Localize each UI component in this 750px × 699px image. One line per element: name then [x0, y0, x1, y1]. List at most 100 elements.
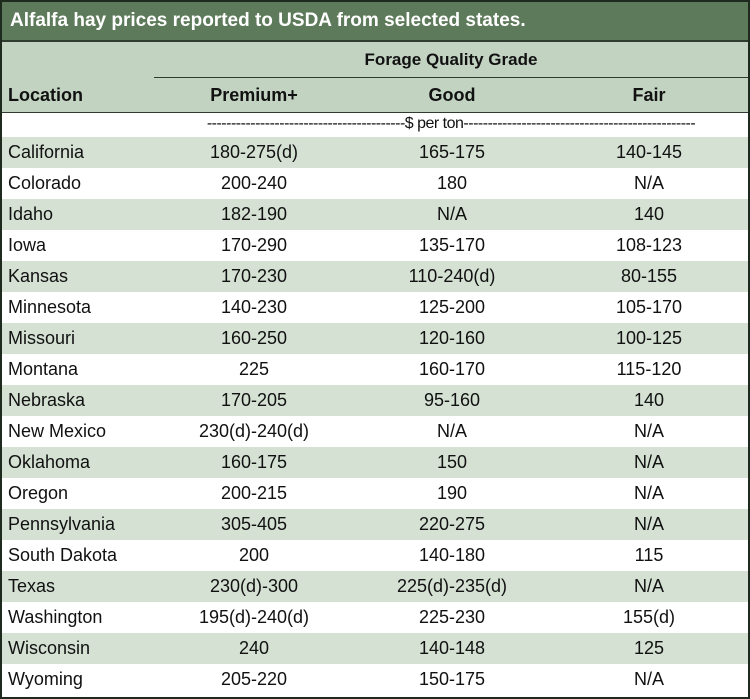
- fair-price-cell: N/A: [633, 483, 664, 503]
- table-row: Texas 230(d)-300 225(d)-235(d) N/A: [2, 571, 748, 602]
- good-price-cell: 180: [436, 173, 468, 193]
- location-cell: Nebraska: [8, 390, 86, 410]
- fair-price-cell: 115-120: [616, 359, 682, 379]
- fair-price-cell: N/A: [633, 576, 664, 596]
- table-row: Kansas 170-230 110-240(d) 80-155: [2, 261, 748, 292]
- good-price-cell: 110-240(d): [408, 266, 496, 286]
- good-price-cell: 165-175: [418, 142, 486, 162]
- column-header-premium: Premium+: [210, 85, 298, 105]
- premium-price-cell: 182-190: [220, 204, 288, 224]
- premium-price-cell: 225: [238, 359, 270, 379]
- table-row: Wisconsin 240 140-148 125: [2, 633, 748, 664]
- premium-price-cell: 205-220: [220, 669, 288, 689]
- premium-price-cell: 170-290: [220, 235, 288, 255]
- premium-price-cell: 200-215: [220, 483, 288, 503]
- premium-price-cell: 200: [238, 545, 270, 565]
- location-cell: Minnesota: [8, 297, 92, 317]
- table-row: Iowa 170-290 135-170 108-123: [2, 230, 748, 261]
- location-cell: Missouri: [8, 328, 76, 348]
- premium-price-cell: 170-230: [220, 266, 288, 286]
- table-row: Washington 195(d)-240(d) 225-230 155(d): [2, 602, 748, 633]
- good-price-cell: N/A: [436, 204, 467, 224]
- table-row: Wyoming 205-220 150-175 N/A: [2, 664, 748, 695]
- table-row: Pennsylvania 305-405 220-275 N/A: [2, 509, 748, 540]
- units-row: ----------------------------------------…: [2, 113, 748, 137]
- table-row: Colorado 200-240 180 N/A: [2, 168, 748, 199]
- premium-price-cell: 180-275(d): [209, 142, 299, 162]
- good-price-cell: 225-230: [418, 607, 486, 627]
- premium-price-cell: 230(d)-300: [209, 576, 299, 596]
- location-cell: California: [8, 142, 85, 162]
- fair-price-cell: 155(d): [622, 607, 676, 627]
- table-row: South Dakota 200 140-180 115: [2, 540, 748, 571]
- premium-price-cell: 240: [238, 638, 270, 658]
- good-price-cell: N/A: [436, 421, 467, 441]
- premium-price-cell: 200-240: [220, 173, 288, 193]
- premium-price-cell: 195(d)-240(d): [198, 607, 310, 627]
- good-price-cell: 220-275: [418, 514, 486, 534]
- good-price-cell: 120-160: [418, 328, 486, 348]
- premium-price-cell: 160-175: [220, 452, 288, 472]
- location-cell: Oklahoma: [8, 452, 91, 472]
- premium-price-cell: 160-250: [220, 328, 288, 348]
- location-header: Location: [8, 85, 83, 105]
- location-cell: Washington: [8, 607, 103, 627]
- fair-price-cell: 115: [634, 545, 664, 565]
- good-price-cell: 140-180: [418, 545, 486, 565]
- fair-price-cell: 140: [633, 204, 665, 224]
- fair-price-cell: 140-145: [615, 142, 683, 162]
- good-price-cell: 95-160: [423, 390, 481, 410]
- units-label: ----------------------------------------…: [206, 115, 696, 132]
- premium-price-cell: 305-405: [220, 514, 288, 534]
- premium-price-cell: 140-230: [220, 297, 288, 317]
- group-header: Forage Quality Grade: [154, 42, 748, 78]
- fair-price-cell: N/A: [633, 173, 664, 193]
- location-cell: Colorado: [8, 173, 82, 193]
- good-price-cell: 150: [436, 452, 468, 472]
- table-row: New Mexico 230(d)-240(d) N/A N/A: [2, 416, 748, 447]
- location-cell: Idaho: [8, 204, 54, 224]
- fair-price-cell: 140: [633, 390, 665, 410]
- table-row: Montana 225 160-170 115-120: [2, 354, 748, 385]
- table-row: Missouri 160-250 120-160 100-125: [2, 323, 748, 354]
- premium-price-cell: 230(d)-240(d): [198, 421, 310, 441]
- good-price-cell: 150-175: [418, 669, 486, 689]
- column-header-fair: Fair: [632, 85, 666, 105]
- fair-price-cell: 100-125: [615, 328, 683, 348]
- location-cell: Texas: [8, 576, 56, 596]
- location-cell: Wisconsin: [8, 638, 91, 658]
- location-cell: Wyoming: [8, 669, 83, 689]
- good-price-cell: 125-200: [418, 297, 486, 317]
- table-row: Nebraska 170-205 95-160 140: [2, 385, 748, 416]
- good-price-cell: 160-170: [418, 359, 486, 379]
- location-cell: Pennsylvania: [8, 514, 116, 534]
- location-cell: New Mexico: [8, 421, 107, 441]
- table-row: Oklahoma 160-175 150 N/A: [2, 447, 748, 478]
- good-price-cell: 135-170: [418, 235, 486, 255]
- location-cell: Iowa: [8, 235, 47, 255]
- fair-price-cell: N/A: [633, 421, 664, 441]
- column-header-good: Good: [428, 85, 476, 105]
- fair-price-cell: 108-123: [615, 235, 683, 255]
- table-header: Forage Quality Grade Location Premium+ G…: [2, 42, 748, 113]
- table-row: Oregon 200-215 190 N/A: [2, 478, 748, 509]
- table-row: Idaho 182-190 N/A 140: [2, 199, 748, 230]
- table-title: Alfalfa hay prices reported to USDA from…: [2, 2, 748, 42]
- fair-price-cell: 125: [633, 638, 665, 658]
- fair-price-cell: N/A: [633, 669, 664, 689]
- fair-price-cell: 80-155: [620, 266, 678, 286]
- good-price-cell: 225(d)-235(d): [396, 576, 508, 596]
- fair-price-cell: 105-170: [615, 297, 683, 317]
- location-cell: Kansas: [8, 266, 69, 286]
- fair-price-cell: N/A: [633, 452, 664, 472]
- table-row: California 180-275(d) 165-175 140-145: [2, 137, 748, 168]
- location-cell: Oregon: [8, 483, 69, 503]
- location-cell: South Dakota: [8, 545, 118, 565]
- premium-price-cell: 170-205: [220, 390, 288, 410]
- table-body: California 180-275(d) 165-175 140-145 Colora…: [2, 137, 748, 695]
- good-price-cell: 140-148: [418, 638, 486, 658]
- location-cell: Montana: [8, 359, 79, 379]
- fair-price-cell: N/A: [633, 514, 664, 534]
- good-price-cell: 190: [436, 483, 468, 503]
